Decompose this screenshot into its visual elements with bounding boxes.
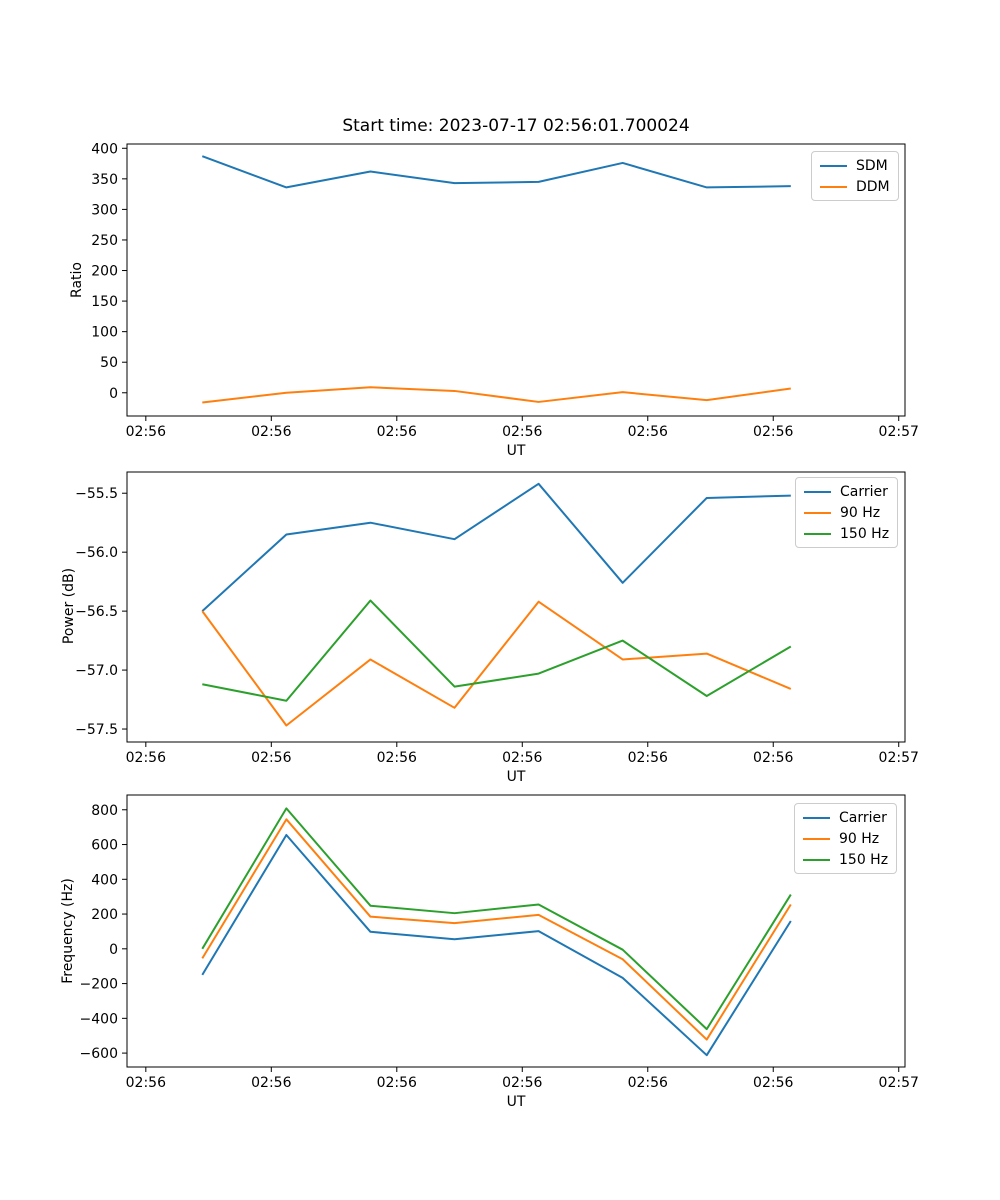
legend-line-swatch-carrier: [804, 490, 831, 493]
x-tick-label: 02:56: [126, 1075, 166, 1091]
y-tick-label: 400: [91, 872, 118, 888]
legend-label-90hz: 90 Hz: [839, 830, 880, 847]
x-tick-label: 02:57: [879, 424, 919, 440]
x-tick-label: 02:56: [251, 1075, 291, 1091]
axes-frame: [126, 143, 906, 417]
x-axis-label-ut-top: UT: [506, 443, 526, 459]
x-tick-label: 02:56: [502, 424, 542, 440]
legend-label-carrier: Carrier: [840, 483, 888, 500]
x-tick-label: 02:56: [753, 750, 793, 766]
legend-label-90hz: 90 Hz: [840, 504, 881, 521]
y-axis-label-power: Power (dB): [61, 567, 77, 645]
x-tick-label: 02:56: [628, 424, 668, 440]
series-line-150-hz: [201, 807, 792, 1031]
axes-frame: [126, 794, 906, 1068]
x-tick-label: 02:57: [879, 750, 919, 766]
x-tick-label: 02:56: [628, 1075, 668, 1091]
y-tick-label: −55.5: [75, 486, 118, 502]
x-axis-label-ut-middle: UT: [506, 769, 526, 785]
y-tick-label: −56.0: [75, 545, 118, 561]
y-tick-label: 250: [91, 233, 118, 249]
y-tick-label: −56.5: [75, 604, 118, 620]
y-tick-label: −600: [80, 1046, 118, 1062]
x-tick-label: 02:56: [251, 424, 291, 440]
x-tick-label: 02:56: [502, 750, 542, 766]
series-line-sdm: [201, 155, 791, 189]
y-tick-label: −400: [80, 1011, 118, 1027]
x-tick-label: 02:56: [753, 424, 793, 440]
y-tick-label: 400: [91, 141, 118, 157]
series-line-carrier: [201, 833, 792, 1057]
legend-line-swatch-carrier: [803, 816, 830, 819]
x-tick-label: 02:56: [126, 424, 166, 440]
legend-item-150hz: 150 Hz: [803, 849, 888, 870]
series-line-90-hz: [201, 600, 792, 727]
legend-item-90hz: 90 Hz: [804, 502, 889, 523]
y-tick-label: 200: [91, 264, 118, 280]
x-tick-label: 02:56: [126, 750, 166, 766]
y-tick-label: 0: [109, 386, 118, 402]
y-tick-label: 50: [100, 355, 118, 371]
legend-item-ddm: DDM: [820, 176, 890, 197]
y-tick-label: 150: [91, 294, 118, 310]
figure-title: Start time: 2023-07-17 02:56:01.700024: [342, 116, 690, 136]
legend-label-ddm: DDM: [856, 178, 890, 195]
subplot-frequency-hz: 02:56 02:56 02:56 02:56 02:56 02:56 02:57 −600 −…: [80, 794, 919, 1091]
subplot-power-db: 02:56 02:56 02:56 02:56 02:56 02:56 02:57 −57.5…: [75, 471, 919, 766]
subplot-ratio: 02:56 02:56 02:56 02:56 02:56 02:56 02:57 0 50 10…: [91, 141, 919, 440]
legend-label-carrier: Carrier: [839, 809, 887, 826]
legend-item-sdm: SDM: [820, 155, 890, 176]
legend-label-150hz: 150 Hz: [839, 851, 889, 868]
legend-line-swatch-ddm: [820, 185, 847, 188]
legend-line-swatch-sdm: [820, 164, 847, 167]
y-tick-label: −57.0: [75, 663, 118, 679]
legend-line-swatch-150hz: [803, 858, 830, 861]
legend-item-carrier: Carrier: [803, 807, 888, 828]
series-line-carrier: [201, 482, 791, 612]
legend-line-swatch-90hz: [803, 837, 830, 840]
x-tick-label: 02:56: [628, 750, 668, 766]
x-axis-label-ut-bottom: UT: [506, 1094, 526, 1110]
legend-label-sdm: SDM: [856, 157, 888, 174]
y-tick-label: 800: [91, 803, 118, 819]
y-axis-label-ratio: Ratio: [69, 262, 85, 298]
x-tick-label: 02:56: [377, 1075, 417, 1091]
y-tick-label: 300: [91, 202, 118, 218]
x-tick-label: 02:56: [753, 1075, 793, 1091]
legend-item-150hz: 150 Hz: [804, 523, 889, 544]
y-tick-label: 600: [91, 838, 118, 854]
legend-item-90hz: 90 Hz: [803, 828, 888, 849]
y-tick-label: 100: [91, 325, 118, 341]
x-tick-label: 02:56: [377, 424, 417, 440]
y-tick-label: 200: [91, 907, 118, 923]
x-tick-label: 02:56: [377, 750, 417, 766]
axes-frame: [126, 471, 906, 743]
series-line-90-hz: [201, 818, 792, 1041]
legend-label-150hz: 150 Hz: [840, 525, 890, 542]
legend-frequency: Carrier 90 Hz 150 Hz: [794, 803, 898, 874]
y-tick-label: 350: [91, 172, 118, 188]
x-tick-label: 02:56: [251, 750, 291, 766]
legend-item-carrier: Carrier: [804, 481, 889, 502]
legend-line-swatch-150hz: [804, 532, 831, 535]
legend-line-swatch-90hz: [804, 511, 831, 514]
y-tick-label: −200: [80, 977, 118, 993]
series-line-150-hz: [202, 599, 792, 702]
legend-power: Carrier 90 Hz 150 Hz: [795, 477, 899, 548]
series-line-ddm: [202, 386, 791, 404]
y-tick-label: −57.5: [75, 722, 118, 738]
y-axis-label-frequency: Frequency (Hz): [60, 878, 76, 984]
legend-ratio: SDM DDM: [811, 151, 899, 201]
x-tick-label: 02:56: [502, 1075, 542, 1091]
x-tick-label: 02:57: [879, 1075, 919, 1091]
y-tick-label: 0: [109, 942, 118, 958]
